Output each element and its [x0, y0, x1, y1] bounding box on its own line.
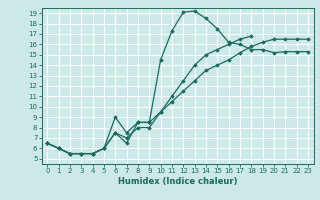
X-axis label: Humidex (Indice chaleur): Humidex (Indice chaleur) [118, 177, 237, 186]
